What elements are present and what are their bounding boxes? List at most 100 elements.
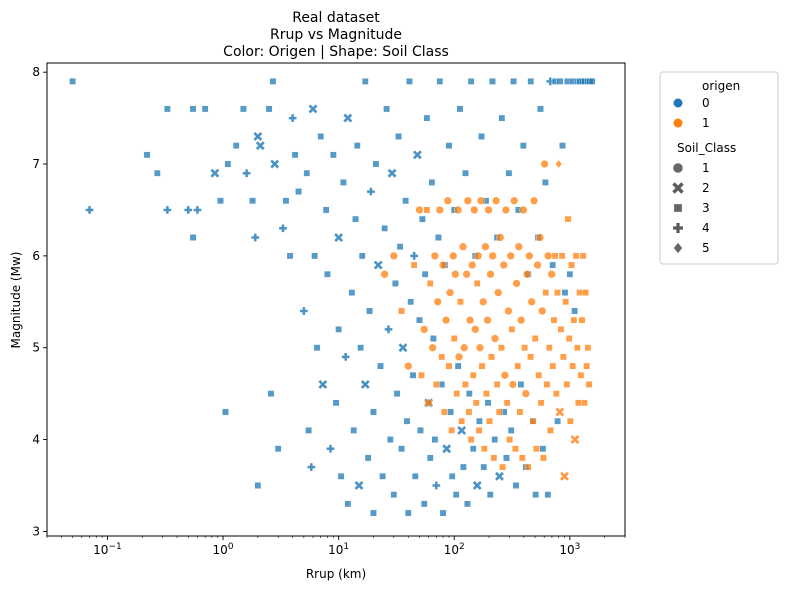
data-point <box>442 316 451 325</box>
legend-hue-title: origen <box>702 79 740 93</box>
y-tick-label: 7 <box>32 157 40 171</box>
data-point <box>420 325 429 334</box>
data-point <box>562 298 570 306</box>
data-point <box>566 417 574 425</box>
data-point <box>430 335 437 342</box>
data-point <box>533 445 540 453</box>
data-point <box>527 297 536 306</box>
data-point <box>575 399 582 407</box>
data-point <box>432 481 441 490</box>
data-point <box>344 500 352 508</box>
data-point <box>448 427 456 434</box>
data-point <box>367 187 375 196</box>
x-tick-label: 103 <box>559 542 580 557</box>
data-point <box>396 243 404 251</box>
legend-style-label: 2 <box>702 181 710 195</box>
data-point <box>69 78 76 85</box>
y-tick-label: 4 <box>32 433 40 447</box>
data-point <box>522 270 532 279</box>
data-point <box>288 114 297 122</box>
data-point <box>189 105 197 113</box>
data-point <box>533 261 542 270</box>
data-point <box>540 454 547 462</box>
data-point <box>447 408 454 416</box>
data-point <box>550 316 558 324</box>
data-point <box>446 288 455 297</box>
legend-hue-marker <box>673 118 683 128</box>
data-point <box>559 353 567 361</box>
data-point <box>527 353 534 361</box>
data-point <box>308 104 318 114</box>
legend-style-label: 3 <box>702 201 710 215</box>
data-point <box>254 482 262 489</box>
data-point <box>232 142 240 150</box>
data-point <box>472 481 482 490</box>
data-point <box>402 197 410 205</box>
data-point <box>443 196 452 205</box>
chart-title-line-3: Color: Origen | Shape: Soil Class <box>223 44 449 60</box>
data-point <box>407 298 415 306</box>
data-point <box>295 188 302 195</box>
data-point <box>514 362 522 370</box>
data-point <box>430 251 439 260</box>
data-point <box>352 215 359 223</box>
plot-area <box>69 77 596 517</box>
data-point <box>568 261 575 269</box>
legend-style-marker <box>673 223 683 233</box>
data-point <box>565 335 573 342</box>
data-point <box>498 344 505 352</box>
data-point <box>453 390 461 397</box>
data-point <box>467 78 475 85</box>
data-point <box>535 233 544 242</box>
data-point <box>360 380 370 389</box>
data-point <box>85 206 94 214</box>
data-point <box>435 205 444 215</box>
data-point <box>361 78 369 85</box>
legend-style-label: 5 <box>702 241 710 255</box>
data-point <box>476 417 483 425</box>
data-point <box>557 325 565 333</box>
data-point <box>409 371 417 379</box>
data-point <box>383 105 390 113</box>
data-point <box>450 335 458 342</box>
data-point <box>398 307 405 315</box>
data-point <box>529 417 537 425</box>
data-point <box>313 344 321 352</box>
data-point <box>463 196 472 205</box>
data-point <box>432 381 440 388</box>
legend-style-label: 1 <box>702 161 710 175</box>
data-point <box>392 280 399 287</box>
data-point <box>335 325 342 333</box>
data-point <box>479 297 488 306</box>
data-point <box>201 105 209 113</box>
data-point <box>291 151 299 159</box>
data-point <box>364 454 372 462</box>
data-point <box>470 205 479 215</box>
data-point <box>448 472 456 480</box>
data-point <box>486 417 493 425</box>
data-point <box>460 463 467 471</box>
data-point <box>514 242 523 251</box>
data-point <box>389 251 398 260</box>
data-point <box>464 500 471 508</box>
data-point <box>426 280 434 287</box>
data-point <box>462 270 471 279</box>
data-point <box>499 463 506 471</box>
data-point <box>438 353 446 361</box>
data-point <box>544 491 552 499</box>
data-point <box>491 436 499 443</box>
data-point <box>358 252 366 260</box>
data-point <box>525 251 534 260</box>
y-tick-label: 6 <box>32 249 40 263</box>
data-point <box>585 381 593 388</box>
data-point <box>569 362 577 370</box>
data-point <box>571 307 578 315</box>
legend-style-marker <box>673 203 683 213</box>
data-point <box>411 472 419 480</box>
data-point <box>508 380 518 389</box>
data-point <box>465 316 475 325</box>
data-point <box>153 169 161 177</box>
data-point <box>537 399 545 407</box>
data-point <box>544 251 553 260</box>
x-tick-label: 102 <box>444 542 465 557</box>
